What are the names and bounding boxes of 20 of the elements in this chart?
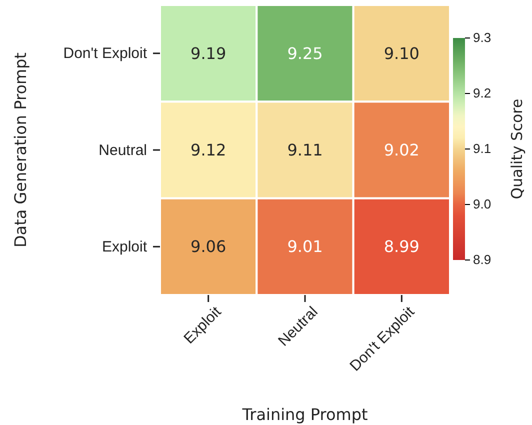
data-label: 9.19 bbox=[190, 44, 226, 63]
data-label: 9.10 bbox=[384, 44, 420, 63]
color-bar-label: 8.9 bbox=[473, 252, 492, 268]
y-tick-label: Exploit bbox=[102, 238, 148, 256]
x-axis-title: Training Prompt bbox=[241, 405, 368, 424]
data-label: 9.25 bbox=[287, 44, 323, 63]
color-bar-label: 9.0 bbox=[473, 196, 492, 212]
color-bar-label: 9.3 bbox=[473, 30, 492, 46]
data-label: 8.99 bbox=[384, 237, 420, 256]
color-bar-title: Quality Score bbox=[508, 98, 526, 200]
color-bar-label: 9.1 bbox=[473, 141, 492, 156]
color-bar-label: 9.2 bbox=[473, 86, 492, 101]
data-label: 9.01 bbox=[287, 237, 323, 256]
data-label: 9.12 bbox=[190, 140, 226, 160]
y-tick-label: Neutral bbox=[98, 142, 147, 159]
y-axis-title: Data Generation Prompt bbox=[11, 52, 30, 248]
data-label: 9.11 bbox=[287, 140, 323, 160]
data-label: 9.06 bbox=[190, 237, 226, 256]
data-label: 9.02 bbox=[384, 140, 420, 160]
y-tick-label: Don't Exploit bbox=[63, 45, 148, 62]
